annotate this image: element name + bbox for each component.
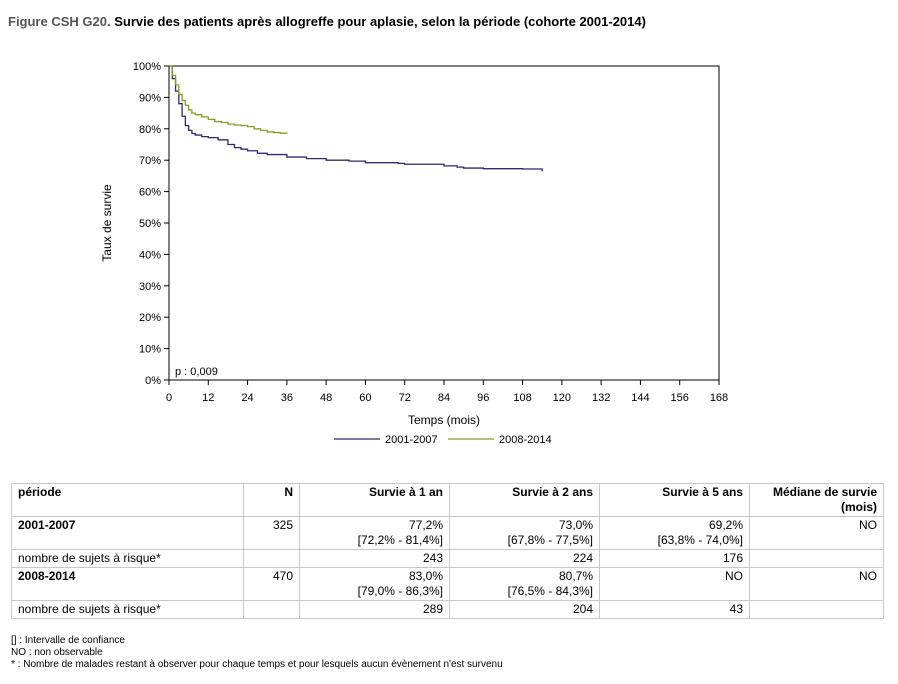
row-survie-1-an: 77,2% [72,2% - 81,4%]	[299, 516, 450, 550]
row-survie-2-ans: 204	[449, 600, 600, 619]
row-periode: nombre de sujets à risque*	[11, 600, 244, 619]
value: NO	[725, 569, 743, 583]
footnotes: [] : Intervalle de confiance NO : non ob…	[11, 635, 503, 671]
header-survie-2-ans: Survie à 2 ans	[449, 483, 600, 517]
confidence-interval: [79,0% - 86,3%]	[357, 584, 443, 598]
x-axis-label: Temps (mois)	[408, 413, 480, 427]
row-n: 325	[243, 516, 300, 550]
confidence-interval: [67,8% - 77,5%]	[507, 533, 593, 547]
x-tick-label: 96	[477, 392, 489, 404]
x-tick-label: 48	[320, 392, 332, 404]
table-row: nombre de sujets à risque* 243 224 176	[11, 549, 884, 568]
confidence-interval: [63,8% - 74,0%]	[657, 533, 743, 547]
y-tick-label: 90%	[139, 92, 161, 104]
y-tick-label: 40%	[139, 249, 161, 261]
footnote: [] : Intervalle de confiance	[11, 635, 125, 646]
row-periode: 2008-2014	[11, 567, 244, 601]
row-mediane	[749, 549, 884, 568]
y-tick-label: 60%	[139, 187, 161, 199]
row-n: 470	[243, 567, 300, 601]
table-header-row: période N Survie à 1 an Survie à 2 ans S…	[11, 483, 884, 517]
x-tick-label: 108	[513, 392, 531, 404]
y-tick-label: 30%	[139, 281, 161, 293]
series-layer	[169, 65, 543, 172]
row-survie-2-ans: 80,7% [76,5% - 84,3%]	[449, 567, 600, 601]
x-tick-label: 132	[592, 392, 610, 404]
row-survie-5-ans: 43	[599, 600, 750, 619]
confidence-interval: [76,5% - 84,3%]	[507, 584, 593, 598]
x-tick-label: 24	[241, 392, 253, 404]
header-n: N	[243, 483, 300, 517]
survival-curve-2001-2007	[169, 65, 543, 172]
header-periode: période	[11, 483, 244, 517]
x-tick-label: 36	[281, 392, 293, 404]
header-mediane: Médiane de survie (mois)	[749, 483, 884, 517]
y-tick-label: 70%	[139, 155, 161, 167]
confidence-interval: [72,2% - 81,4%]	[357, 533, 443, 547]
row-n	[243, 600, 300, 619]
legend-label-2008-2014: 2008-2014	[499, 434, 552, 446]
row-survie-1-an: 83,0% [79,0% - 86,3%]	[299, 567, 450, 601]
value: 80,7%	[558, 569, 593, 583]
y-tick-label: 0%	[145, 375, 161, 387]
survival-table: période N Survie à 1 an Survie à 2 ans S…	[11, 483, 884, 619]
x-tick-label: 72	[399, 392, 411, 404]
row-n	[243, 549, 300, 568]
row-survie-1-an: 289	[299, 600, 450, 619]
x-tick-label: 0	[166, 392, 172, 404]
x-tick-label: 120	[553, 392, 571, 404]
x-tick-label: 168	[710, 392, 728, 404]
x-tick-label: 60	[359, 392, 371, 404]
footnote: * : Nombre de malades restant à observer…	[11, 659, 503, 670]
row-mediane: NO	[749, 516, 884, 550]
y-axis: 0% 10% 20% 30% 40% 50% 60% 70% 80% 90% 100%	[133, 61, 169, 387]
value: 73,0%	[558, 518, 593, 532]
value: 83,0%	[408, 569, 443, 583]
row-mediane	[749, 600, 884, 619]
table-row: 2008-2014 470 83,0% [79,0% - 86,3%] 80,7%…	[11, 567, 884, 601]
row-survie-1-an: 243	[299, 549, 450, 568]
row-survie-5-ans: 176	[599, 549, 750, 568]
value: 69,2%	[708, 518, 743, 532]
figure-title: Figure CSH G20. Survie des patients aprè…	[8, 14, 646, 29]
table-row: 2001-2007 325 77,2% [72,2% - 81,4%] 73,0%…	[11, 516, 884, 550]
row-mediane: NO	[749, 567, 884, 601]
row-survie-2-ans: 73,0% [67,8% - 77,5%]	[449, 516, 600, 550]
legend-label-2001-2007: 2001-2007	[385, 434, 438, 446]
y-tick-label: 50%	[139, 218, 161, 230]
footnote: NO : non observable	[11, 647, 103, 658]
x-tick-label: 156	[671, 392, 689, 404]
y-tick-label: 100%	[133, 61, 161, 73]
header-survie-1-an: Survie à 1 an	[299, 483, 450, 517]
x-tick-label: 144	[631, 392, 649, 404]
survival-curve-2008-2014	[169, 65, 288, 134]
p-value-annotation: p : 0,009	[175, 366, 218, 378]
row-periode: nombre de sujets à risque*	[11, 549, 244, 568]
x-tick-label: 84	[438, 392, 450, 404]
y-tick-label: 10%	[139, 344, 161, 356]
plot-frame	[168, 65, 720, 381]
y-tick-label: 80%	[139, 124, 161, 136]
y-tick-label: 20%	[139, 312, 161, 324]
legend: 2001-2007 2008-2014	[334, 434, 552, 446]
row-periode: 2001-2007	[11, 516, 244, 550]
x-axis: 0 12 24 36 48 60 72 84 96 108 120 132 144 156 168	[166, 380, 728, 404]
row-survie-2-ans: 224	[449, 549, 600, 568]
survival-chart: 0% 10% 20% 30% 40% 50% 60% 70% 80% 90% 100% 0 12 24 3…	[100, 61, 728, 446]
table-row: nombre de sujets à risque* 289 204 43	[11, 600, 884, 619]
row-survie-5-ans: NO	[599, 567, 750, 601]
figure-title-text: Survie des patients après allogreffe pou…	[114, 14, 646, 29]
x-tick-label: 12	[202, 392, 214, 404]
value: 77,2%	[408, 518, 443, 532]
header-survie-5-ans: Survie à 5 ans	[599, 483, 750, 517]
row-survie-5-ans: 69,2% [63,8% - 74,0%]	[599, 516, 750, 550]
figure-title-prefix: Figure CSH G20.	[8, 14, 111, 29]
y-axis-label: Taux de survie	[100, 184, 114, 262]
